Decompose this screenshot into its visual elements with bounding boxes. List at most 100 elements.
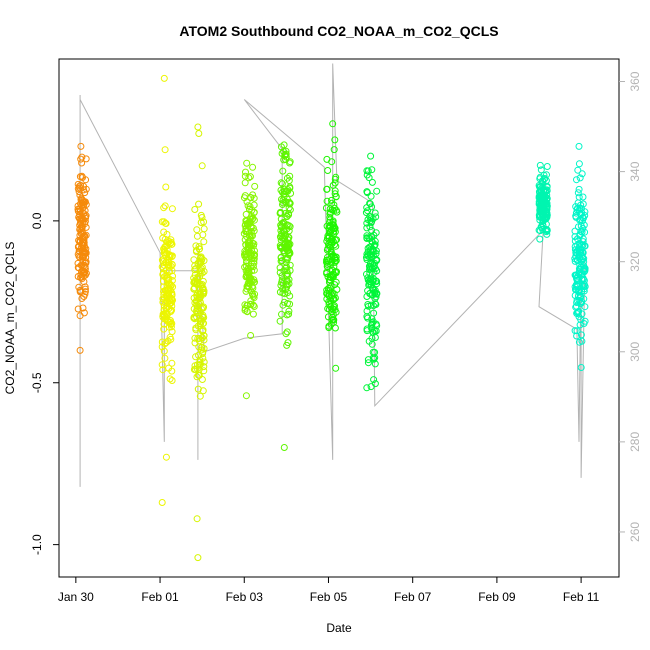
data-point	[574, 199, 582, 207]
data-point	[199, 311, 207, 319]
data-point	[571, 257, 579, 265]
data-point	[242, 168, 249, 176]
data-point	[577, 316, 585, 324]
data-point	[81, 285, 89, 293]
data-point	[577, 300, 585, 307]
data-point	[76, 288, 84, 296]
outlier-point	[331, 136, 339, 144]
data-point	[280, 190, 288, 198]
data-point	[167, 323, 175, 331]
data-point	[192, 242, 200, 250]
data-point	[200, 358, 208, 366]
outlier-point	[242, 392, 250, 400]
series-flight-2	[158, 74, 177, 506]
outlier-point	[194, 123, 202, 131]
y-tick-label: -1.0	[30, 534, 44, 555]
data-point	[536, 189, 544, 196]
outlier-point	[280, 444, 288, 451]
data-point	[81, 233, 89, 241]
data-point	[330, 207, 338, 215]
data-point	[574, 204, 582, 212]
data-point	[327, 320, 335, 328]
data-point	[246, 232, 254, 240]
series-flight-1	[74, 142, 90, 354]
data-point	[75, 243, 82, 251]
data-point	[168, 260, 176, 268]
data-point	[540, 196, 547, 203]
data-point	[192, 353, 200, 361]
data-point	[539, 221, 547, 229]
data-point	[276, 233, 284, 241]
data-point	[242, 250, 250, 258]
data-point	[249, 263, 257, 271]
data-point	[580, 258, 588, 266]
data-point	[362, 209, 370, 217]
data-point	[276, 209, 284, 217]
data-point	[169, 296, 176, 304]
data-point	[581, 267, 588, 275]
data-point	[285, 310, 293, 318]
data-point	[323, 197, 331, 205]
data-point	[82, 176, 90, 184]
data-point	[370, 355, 378, 363]
data-point	[166, 375, 174, 383]
data-point	[193, 232, 201, 240]
data-point	[279, 227, 287, 235]
data-point	[328, 196, 335, 204]
data-point	[249, 310, 257, 318]
data-point	[580, 265, 588, 273]
data-point	[330, 225, 337, 233]
data-point	[286, 159, 294, 167]
data-point	[249, 214, 257, 222]
data-point	[283, 221, 291, 229]
chart-title: ATOM2 Southbound CO2_NOAA_m_CO2_QCLS	[179, 23, 498, 39]
data-point	[573, 276, 581, 284]
data-point	[576, 216, 584, 224]
data-point	[76, 184, 83, 192]
data-point	[371, 360, 379, 368]
data-point	[160, 325, 168, 333]
series-flight-9	[571, 142, 589, 371]
data-point	[193, 226, 201, 234]
data-point	[166, 280, 174, 288]
data-point	[286, 300, 294, 308]
data-point	[581, 208, 589, 216]
data-point	[371, 209, 379, 217]
data-point	[572, 303, 580, 311]
data-point	[168, 377, 176, 384]
data-point	[167, 308, 175, 315]
data-point	[575, 338, 583, 346]
data-point	[76, 312, 84, 320]
data-point	[200, 238, 208, 246]
data-point	[80, 293, 88, 300]
data-point	[168, 240, 176, 248]
data-point	[332, 256, 340, 264]
data-point	[163, 310, 171, 318]
y2-tick-label: 260	[628, 522, 642, 542]
data-point	[197, 254, 204, 262]
data-point	[285, 211, 293, 219]
data-point	[283, 328, 291, 336]
data-point	[284, 270, 292, 278]
x-tick-label: Feb 03	[226, 590, 264, 604]
data-point	[78, 172, 86, 180]
data-point	[332, 173, 340, 181]
data-point	[159, 313, 167, 321]
data-point	[371, 237, 379, 245]
data-point	[330, 146, 338, 154]
series-flight-3	[190, 123, 208, 562]
data-point	[277, 143, 285, 151]
data-point	[251, 182, 259, 190]
data-point	[373, 267, 381, 275]
data-point	[364, 167, 372, 175]
data-point	[82, 249, 90, 257]
outlier-point	[161, 146, 169, 154]
data-point	[195, 291, 203, 298]
data-point	[278, 188, 286, 196]
data-point	[277, 179, 285, 187]
data-point	[164, 275, 172, 283]
data-point	[196, 258, 204, 266]
data-point	[326, 284, 334, 292]
y2-tick-label: 360	[628, 71, 642, 91]
data-point	[77, 215, 85, 223]
